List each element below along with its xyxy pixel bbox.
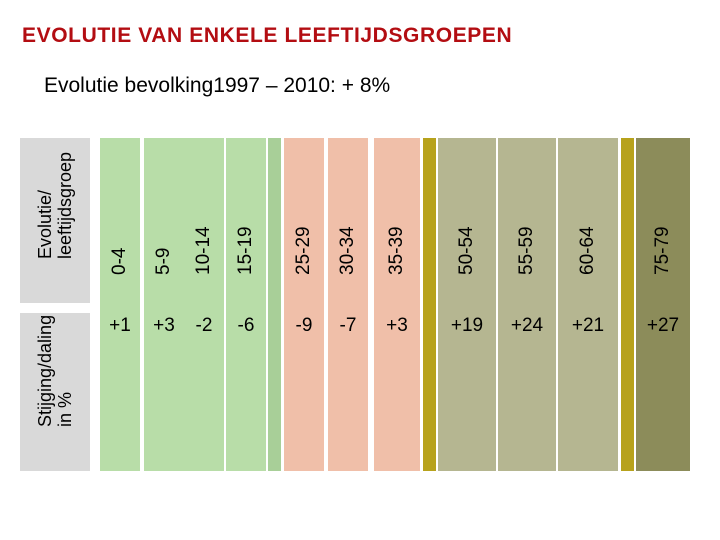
change-value: -6: [237, 315, 255, 336]
group-column: 0-4 +1: [100, 138, 140, 471]
change-value: +27: [646, 315, 680, 336]
row-label-header: Evolutie/ leeftijdsgroep: [20, 138, 90, 303]
row-label-header-line1: Evolutie/: [35, 189, 55, 259]
change-value: +3: [153, 315, 175, 336]
row-label-values-line2: in %: [55, 391, 75, 427]
age-label: 60-64: [577, 226, 598, 275]
group-column: 30-34 -7: [328, 138, 368, 471]
row-label-header-line2: leeftijdsgroep: [55, 151, 75, 259]
change-value: -2: [195, 315, 213, 336]
age-label: 55-59: [516, 226, 537, 275]
separator-young-middle: [268, 138, 281, 471]
group-column: 60-64 +21: [558, 138, 618, 471]
group-column: 55-59 +24: [498, 138, 556, 471]
age-label: 5-9: [153, 247, 174, 275]
page-title: EVOLUTIE VAN ENKELE LEEFTIJDSGROEPEN: [22, 24, 513, 47]
change-value: +21: [571, 315, 605, 336]
group-column: 75-79 +27: [636, 138, 690, 471]
row-label-values-line1: Stijging/daling: [35, 314, 55, 427]
group-column: 15-19 -6: [226, 138, 266, 471]
group-column: 35-39 +3: [374, 138, 420, 471]
age-label: 10-14: [193, 226, 214, 275]
age-label: 50-54: [456, 226, 477, 275]
age-label: 30-34: [337, 226, 358, 275]
row-label-values: Stijging/daling in %: [20, 313, 90, 471]
group-column: 5-9 +3: [144, 138, 184, 471]
age-group-table: Evolutie/ leeftijdsgroep Stijging/daling…: [20, 138, 690, 471]
change-value: +3: [386, 315, 408, 336]
change-value: -9: [295, 315, 313, 336]
age-label: 35-39: [386, 226, 407, 275]
group-column: 10-14 -2: [184, 138, 224, 471]
separator-older-oldest: [621, 138, 634, 471]
change-value: +24: [510, 315, 544, 336]
separator-middle-older: [423, 138, 436, 471]
page-subtitle: Evolutie bevolking1997 – 2010: + 8%: [44, 74, 391, 97]
group-column: 50-54 +19: [438, 138, 496, 471]
age-label: 75-79: [652, 226, 673, 275]
age-label: 0-4: [109, 247, 130, 275]
group-column: 25-29 -9: [284, 138, 324, 471]
age-label: 15-19: [235, 226, 256, 275]
change-value: +19: [450, 315, 484, 336]
change-value: +1: [109, 315, 131, 336]
change-value: -7: [339, 315, 357, 336]
age-label: 25-29: [293, 226, 314, 275]
